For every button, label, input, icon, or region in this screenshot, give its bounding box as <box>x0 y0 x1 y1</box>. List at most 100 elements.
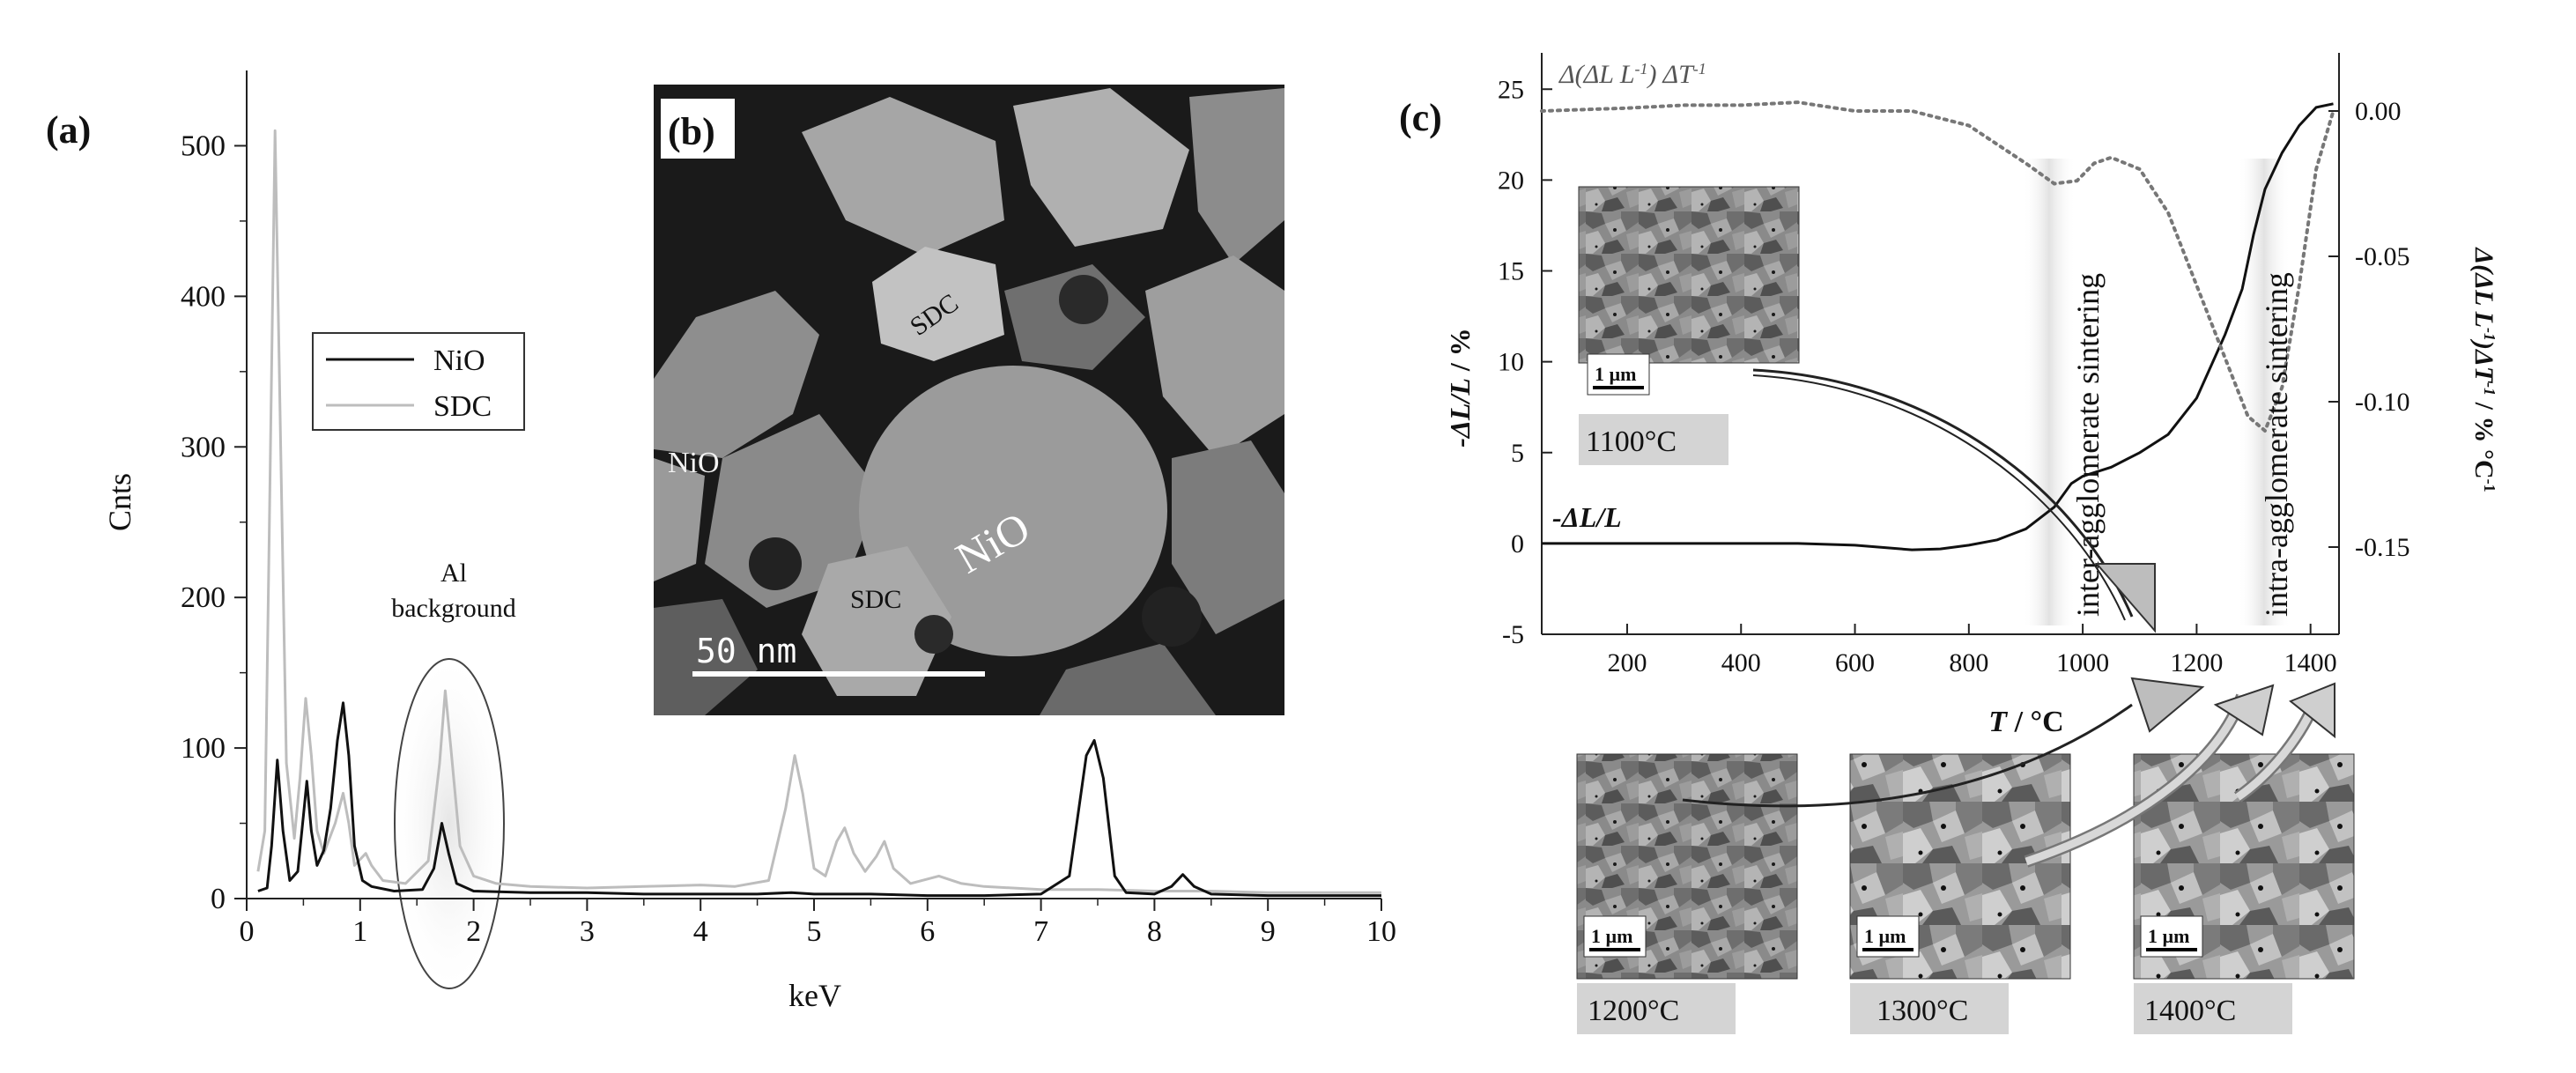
micrograph-1300: 1 µm 1300°C <box>1849 753 2071 1034</box>
y-tick-label-c: 5 <box>1511 439 1524 468</box>
scalebar-b <box>692 671 985 677</box>
y-tick-label-a: 300 <box>181 431 226 463</box>
temp-label-1100: 1100°C <box>1586 426 1677 458</box>
panel-c-label: (c) <box>1399 96 1442 139</box>
arrow-1400 <box>2233 682 2335 803</box>
legend-a: NiO SDC <box>312 332 525 431</box>
annotation-al: Al <box>440 559 467 588</box>
x-tick-label-a: 4 <box>693 915 708 948</box>
x-axis-label-c: T / °C <box>1988 706 2063 738</box>
annotation-intra: intra-agglomerate sintering <box>2259 272 2294 617</box>
x-tick-label-a: 8 <box>1147 915 1162 948</box>
grain <box>1172 440 1284 634</box>
pore <box>749 537 802 590</box>
scale-label-1400: 1 µm <box>2148 925 2190 947</box>
y-tick-label-c: -5 <box>1502 620 1524 649</box>
label-sdc-bottom: SDC <box>850 585 901 614</box>
al-background-ellipse <box>394 658 505 989</box>
y-tick-label-a: 500 <box>181 130 226 162</box>
panel-b-label: (b) <box>668 110 715 153</box>
y-axis-label-a: Cnts <box>102 473 137 531</box>
y-tick-label-c: 20 <box>1498 166 1524 195</box>
grain <box>654 599 758 715</box>
x-tick-label-c: 1400 <box>2284 648 2337 677</box>
arrow-1100 <box>1752 368 2156 633</box>
y1-series-label: -ΔL/L <box>1552 501 1622 533</box>
scale-label-1300: 1 µm <box>1864 925 1906 947</box>
grain <box>859 366 1167 656</box>
panel-b-label-box <box>661 99 735 159</box>
x-tick-label-a: 2 <box>466 915 481 948</box>
panel-c: (c) 200 400 600 800 1000 1200 1400 -5 0 5 10 15 20 25… <box>1399 53 2498 1034</box>
series-line-shrinkage <box>1542 102 2334 551</box>
x-tick-label-a: 0 <box>240 915 255 948</box>
y2-axis-label-c: Δ(ΔL L-1)ΔT-1 / % °C-1 <box>2469 247 2498 492</box>
shade-band-intra <box>2238 159 2291 625</box>
x-tick-label-c: 600 <box>1835 648 1875 677</box>
x-tick-label-c: 800 <box>1949 648 1988 677</box>
scale-label-1200: 1 µm <box>1591 925 1633 947</box>
y-tick-label-c: 0 <box>1511 529 1524 559</box>
y-tick-label-c: 15 <box>1498 257 1524 286</box>
y-tick-label-c: 25 <box>1498 75 1524 104</box>
series-line-nio <box>257 701 1381 898</box>
x-tick-label-a: 5 <box>807 915 822 948</box>
arrow-1200 <box>1682 677 2205 808</box>
grain <box>1189 88 1284 264</box>
x-axis-label-a: keV <box>788 978 841 1013</box>
panel-b-micrograph: (b) SDC NiO NiO SDC 50 nm <box>654 85 1284 715</box>
annotation-background: background <box>391 594 516 623</box>
x-tick-label-a: 9 <box>1261 915 1276 948</box>
scale-label-1100: 1 µm <box>1595 363 1637 385</box>
y-tick-label-a: 400 <box>181 280 226 313</box>
y2-tick-label-c: 0.00 <box>2355 97 2402 126</box>
y-tick-label-a: 100 <box>181 732 226 765</box>
temp-label-1400: 1400°C <box>2144 995 2236 1027</box>
y-tick-label-a: 200 <box>181 581 226 614</box>
scalebar-label-b: 50 nm <box>696 632 796 670</box>
x-tick-label-c: 200 <box>1607 648 1647 677</box>
micrograph-1200: 1 µm 1200°C <box>1576 753 1798 1034</box>
y-tick-label-c: 10 <box>1498 348 1524 377</box>
x-tick-label-a: 1 <box>352 915 367 948</box>
grain <box>872 247 1004 361</box>
temp-label-1300: 1300°C <box>1876 995 1968 1027</box>
x-tick-label-a: 6 <box>920 915 935 948</box>
y2-tick-label-c: -0.15 <box>2355 533 2410 562</box>
series-line-derivative <box>1540 100 2335 434</box>
grain <box>802 546 951 696</box>
micrograph-1100: 1 µm 1100°C <box>1578 186 1800 465</box>
grain <box>1013 88 1189 247</box>
label-nio-left: NiO <box>668 447 720 479</box>
grain <box>1145 255 1284 458</box>
grain <box>1040 643 1216 715</box>
panel-a-label: (a) <box>46 108 91 152</box>
grain <box>654 291 819 458</box>
shade-band-inter <box>2023 159 2076 625</box>
x-tick-label-a: 7 <box>1033 915 1048 948</box>
x-tick-label-c: 1200 <box>2170 648 2223 677</box>
pore <box>914 615 953 654</box>
y2-tick-label-c: -0.05 <box>2355 242 2410 271</box>
grain <box>705 414 881 608</box>
grain <box>802 97 1004 255</box>
y2-series-label: Δ(ΔL L-1) ΔT-1 <box>1558 60 1706 89</box>
x-tick-label-a: 10 <box>1366 915 1396 948</box>
arrow-1300 <box>2024 684 2275 868</box>
pore <box>1059 275 1108 324</box>
temp-label-1200: 1200°C <box>1588 995 1679 1027</box>
series-line-sdc <box>256 129 1381 894</box>
x-tick-label-a: 3 <box>580 915 595 948</box>
y2-tick-label-c: -0.10 <box>2355 388 2410 417</box>
y-tick-label-a: 0 <box>211 883 226 915</box>
grain <box>654 458 705 581</box>
x-tick-label-c: 1000 <box>2056 648 2109 677</box>
legend-box <box>312 332 525 431</box>
pore <box>1142 587 1202 647</box>
legend-label-sdc: SDC <box>433 390 492 423</box>
y-axis-label-c: -ΔL/L / % <box>1444 328 1476 448</box>
legend-label-nio: NiO <box>433 344 485 377</box>
x-tick-label-c: 400 <box>1721 648 1761 677</box>
